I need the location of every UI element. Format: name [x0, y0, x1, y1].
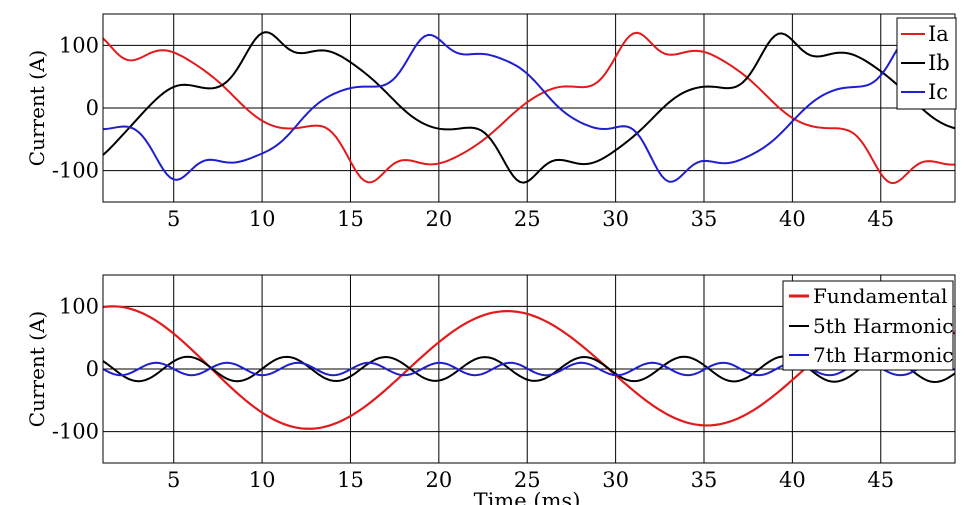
top-y-axis-label: Current (A) — [25, 50, 49, 166]
bottom-plot-frame — [102, 274, 956, 464]
bottom-x-tick-label: 25 — [514, 468, 541, 492]
top-x-tick-label: 15 — [337, 207, 364, 231]
top-x-tick-label: 10 — [249, 207, 276, 231]
bottom-x-tick-label: 10 — [249, 468, 276, 492]
bottom-series-5th-harmonic — [103, 355, 955, 384]
bottom-x-tick-label: 15 — [337, 468, 364, 492]
bottom-series-fundamental — [103, 305, 955, 430]
bottom-y-tick-label: 100 — [59, 294, 99, 318]
top-legend-label-ic: Ic — [928, 80, 948, 104]
bottom-legend-label-7th: 7th Harmonic — [813, 343, 953, 367]
top-y-tick-label: 100 — [59, 33, 99, 57]
bottom-y-axis-label: Current (A) — [25, 311, 49, 427]
top-panel: 100 0 -100 5 10 15 20 25 30 35 40 45 Current (A) I… — [25, 13, 957, 231]
top-x-tick-label: 5 — [167, 207, 180, 231]
bottom-legend: Fundamental 5th Harmonic 7th Harmonic — [782, 280, 954, 371]
top-legend-label-ia: Ia — [928, 22, 949, 46]
top-series-ib — [103, 31, 955, 184]
bottom-legend-label-5th: 5th Harmonic — [813, 314, 953, 338]
top-y-tick-labels: 100 0 -100 — [52, 33, 99, 182]
top-legend: Ia Ib Ic — [896, 17, 957, 110]
top-series-group — [103, 31, 955, 185]
top-series-ic — [103, 31, 955, 183]
bottom-y-tick-labels: 100 0 -100 — [52, 294, 99, 443]
bottom-x-tick-label: 30 — [602, 468, 629, 492]
top-x-tick-labels: 5 10 15 20 25 30 35 40 45 — [167, 207, 894, 231]
bottom-panel: 100 0 -100 5 10 15 20 25 30 35 40 45 Current (A) T… — [25, 274, 956, 505]
bottom-x-tick-label: 35 — [691, 468, 718, 492]
top-x-tick-label: 30 — [602, 207, 629, 231]
bottom-legend-label-fundamental: Fundamental — [813, 284, 947, 308]
top-x-tick-label: 25 — [514, 207, 541, 231]
top-x-tick-label: 20 — [425, 207, 452, 231]
bottom-y-tick-label: -100 — [52, 420, 99, 444]
top-y-tick-label: -100 — [52, 159, 99, 183]
top-x-tick-label: 35 — [691, 207, 718, 231]
bottom-x-tick-label: 20 — [425, 468, 452, 492]
bottom-x-tick-labels: 5 10 15 20 25 30 35 40 45 — [167, 468, 894, 492]
top-x-tick-label: 40 — [779, 207, 806, 231]
bottom-x-tick-label: 40 — [779, 468, 806, 492]
bottom-x-tick-label: 5 — [167, 468, 180, 492]
bottom-x-tick-label: 45 — [867, 468, 894, 492]
top-legend-label-ib: Ib — [928, 51, 950, 75]
top-series-ia — [103, 31, 955, 185]
top-y-tick-label: 0 — [86, 96, 99, 120]
bottom-x-axis-label: Time (ms) — [474, 489, 581, 505]
top-x-tick-label: 45 — [867, 207, 894, 231]
bottom-y-tick-label: 0 — [86, 357, 99, 381]
bottom-legend-box — [782, 280, 954, 371]
